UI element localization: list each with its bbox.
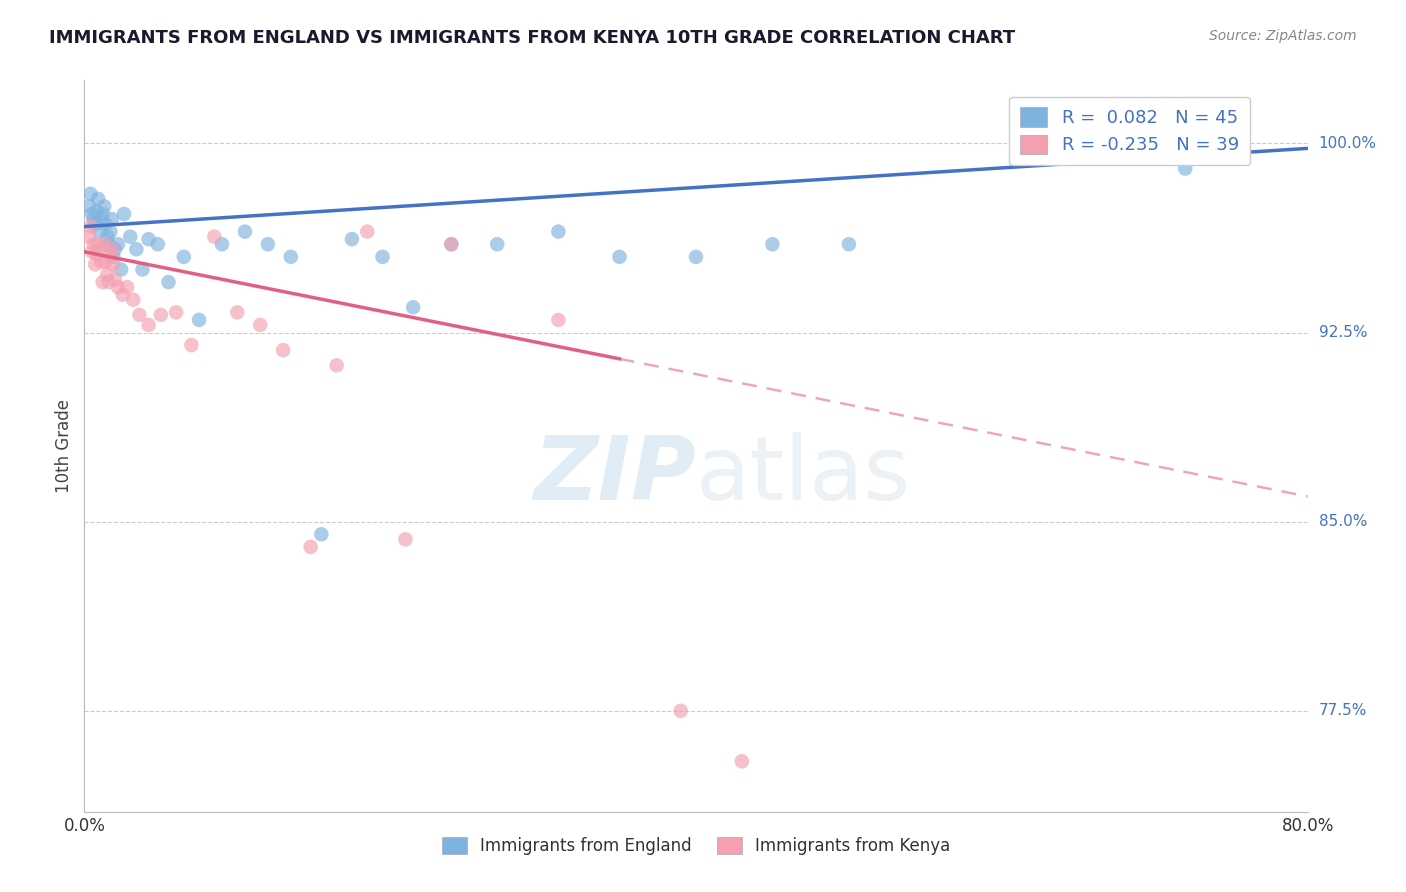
Point [188,313,211,327]
Point [394,533,416,547]
Point [157,275,180,289]
Point [440,237,463,252]
Text: 77.5%: 77.5% [1319,703,1367,718]
Point [257,237,280,252]
Point [98,225,121,239]
Point [101,242,124,256]
Point [83,212,105,227]
Legend: Immigrants from England, Immigrants from Kenya: Immigrants from England, Immigrants from… [434,830,957,862]
Point [79,219,101,234]
Point [107,280,129,294]
Point [77,199,100,213]
Point [125,242,148,256]
Point [138,318,160,332]
Point [249,318,271,332]
Point [89,225,111,239]
Point [110,262,132,277]
Point [111,287,134,301]
Text: 85.0%: 85.0% [1319,514,1367,529]
Point [107,237,129,252]
Point [311,527,333,541]
Point [547,313,569,327]
Point [180,338,202,352]
Point [761,237,783,252]
Point [90,255,112,269]
Point [120,229,142,244]
Point [97,237,120,252]
Point [280,250,302,264]
Point [101,212,124,227]
Point [371,250,394,264]
Point [84,257,107,271]
Point [89,242,111,256]
Point [83,237,105,252]
Y-axis label: 10th Grade: 10th Grade [55,399,73,493]
Text: IMMIGRANTS FROM ENGLAND VS IMMIGRANTS FROM KENYA 10TH GRADE CORRELATION CHART: IMMIGRANTS FROM ENGLAND VS IMMIGRANTS FR… [49,29,1015,46]
Point [838,237,860,252]
Point [98,247,121,261]
Point [486,237,509,252]
Point [96,229,118,244]
Point [128,308,150,322]
Point [91,275,114,289]
Point [96,268,118,282]
Point [91,207,114,221]
Point [104,242,127,256]
Text: Source: ZipAtlas.com: Source: ZipAtlas.com [1209,29,1357,43]
Point [97,275,120,289]
Point [104,272,127,286]
Point [202,229,225,244]
Point [165,305,187,319]
Point [138,232,160,246]
Point [340,232,363,246]
Point [84,217,107,231]
Point [547,225,569,239]
Point [402,300,425,314]
Point [86,204,108,219]
Point [211,237,233,252]
Point [93,237,115,252]
Text: 100.0%: 100.0% [1319,136,1376,151]
Point [173,250,195,264]
Point [440,237,463,252]
Point [115,280,138,294]
Point [1174,161,1197,176]
Point [271,343,294,358]
Point [356,225,378,239]
Point [87,192,110,206]
Point [94,217,117,231]
Point [226,305,249,319]
Point [233,225,256,239]
Point [86,247,108,261]
Point [669,704,692,718]
Point [122,293,145,307]
Point [103,250,125,264]
Point [131,262,153,277]
Text: ZIP: ZIP [533,432,696,519]
Text: 92.5%: 92.5% [1319,325,1367,340]
Point [146,237,169,252]
Point [77,229,100,244]
Point [325,359,347,373]
Text: atlas: atlas [696,432,911,519]
Point [93,199,115,213]
Point [80,244,103,259]
Point [90,212,112,227]
Point [731,754,754,768]
Point [79,186,101,201]
Point [87,237,110,252]
Point [94,255,117,269]
Point [149,308,172,322]
Point [112,207,135,221]
Point [299,540,322,554]
Point [103,257,125,271]
Point [609,250,631,264]
Point [685,250,707,264]
Point [80,207,103,221]
